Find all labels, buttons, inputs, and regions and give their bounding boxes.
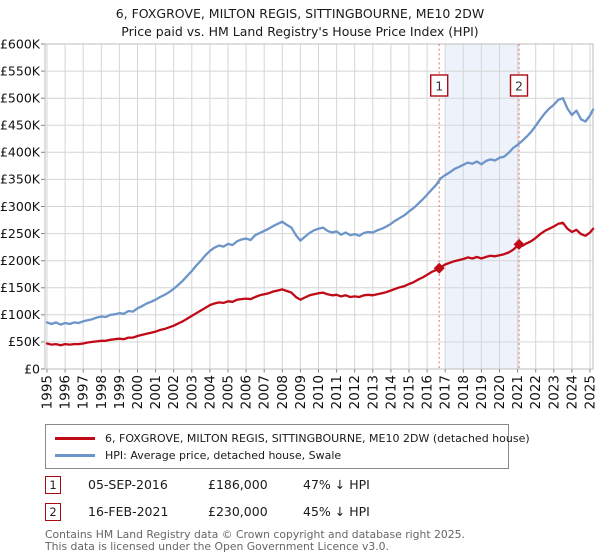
footer-line-1: Contains HM Land Registry data © Crown c… <box>45 528 465 541</box>
page-subtitle: Price paid vs. HM Land Registry's House … <box>121 24 479 39</box>
x-axis-label: 2004 <box>202 375 218 409</box>
hpi-line-label: HPI: Average price, detached house, Swal… <box>105 449 342 462</box>
footer-line-2: This data is licensed under the Open Gov… <box>45 539 389 553</box>
sale-1-flag-number: 1 <box>435 79 443 94</box>
x-axis-label: 2021 <box>510 375 526 409</box>
y-axis-label: £250K <box>0 226 41 241</box>
transaction-row-2: 2 16-FEB-2021 £230,000 45% ↓ HPI <box>45 503 585 524</box>
y-axis-label: £200K <box>0 253 41 268</box>
transaction-1-price: £186,000 <box>208 477 268 492</box>
x-axis-label: 1998 <box>94 375 110 409</box>
x-axis-label: 2015 <box>402 375 418 409</box>
transaction-2-date: 16-FEB-2021 <box>88 504 169 519</box>
transaction-1-number-badge: 1 <box>45 476 61 494</box>
price-paid-line-swatch <box>55 437 95 440</box>
x-axis-label: 2011 <box>329 375 345 409</box>
transaction-2-number-badge: 2 <box>45 503 61 521</box>
sale-2-flag-number: 2 <box>515 79 523 94</box>
y-axis-label: £150K <box>0 280 41 295</box>
x-axis-label: 2003 <box>184 375 200 409</box>
x-axis-label: 2002 <box>166 375 182 409</box>
x-axis-label: 2025 <box>583 375 599 409</box>
x-axis-label: 2022 <box>528 375 544 409</box>
y-axis-label: £500K <box>0 91 41 106</box>
hpi-line-swatch <box>55 454 95 457</box>
transaction-1-hpi-comparison: 47% ↓ HPI <box>303 477 370 492</box>
x-axis-label: 2014 <box>383 375 399 409</box>
x-axis-label: 2018 <box>456 375 472 409</box>
transaction-row-1: 1 05-SEP-2016 £186,000 47% ↓ HPI <box>45 476 585 497</box>
chart-legend: 6, FOXGROVE, MILTON REGIS, SITTINGBOURNE… <box>45 424 530 469</box>
x-axis-label: 2007 <box>257 375 273 409</box>
price-paid-line <box>45 221 595 347</box>
x-axis-label: 2010 <box>311 375 327 409</box>
transaction-1-date: 05-SEP-2016 <box>88 477 168 492</box>
price-paid-line-label: 6, FOXGROVE, MILTON REGIS, SITTINGBOURNE… <box>105 432 530 445</box>
y-axis-label: £350K <box>0 172 41 187</box>
x-axis-label: 2001 <box>148 375 164 409</box>
transaction-2-price: £230,000 <box>208 504 268 519</box>
x-axis-label: 1996 <box>58 375 74 409</box>
legend-item-hpi: HPI: Average price, detached house, Swal… <box>55 447 499 464</box>
sale-1-flag-box <box>430 74 449 97</box>
price-history-chart: 1995 1996 1997 1998 1999 2000 2001 2002 2003 2004… <box>0 36 599 409</box>
y-axis-label: £550K <box>0 63 41 78</box>
y-axis-label: £50K <box>8 334 41 349</box>
x-axis-label: 2017 <box>438 375 454 409</box>
x-axis-label: 2012 <box>347 375 363 409</box>
x-axis-label: 2005 <box>221 375 237 409</box>
x-axis-label: 1999 <box>112 375 128 409</box>
sale-2-flag-box <box>509 74 529 97</box>
y-axis-label: £100K <box>0 307 41 322</box>
x-axis-label: 2023 <box>546 375 562 409</box>
x-axis-label: 2008 <box>275 375 291 409</box>
x-axis-label: 2009 <box>293 375 309 409</box>
plot-border <box>44 43 594 370</box>
y-axis-label: £600K <box>0 36 41 51</box>
x-axis-label: 2019 <box>474 375 490 409</box>
x-axis-label: 2016 <box>420 375 436 409</box>
sale-1-marker <box>433 262 445 274</box>
y-axis-label: £300K <box>0 199 41 214</box>
legend-item-price-paid: 6, FOXGROVE, MILTON REGIS, SITTINGBOURNE… <box>55 430 530 447</box>
hpi-line <box>45 97 595 326</box>
sale-2-marker <box>513 238 525 250</box>
y-axis-label: £0 <box>24 361 40 376</box>
x-axis-label: 1995 <box>40 375 56 409</box>
transaction-2-hpi-comparison: 45% ↓ HPI <box>303 504 370 519</box>
x-axis-label: 2006 <box>239 375 255 409</box>
x-axis-label: 2020 <box>492 375 508 409</box>
x-axis-label: 2000 <box>130 375 146 409</box>
y-axis-label: £450K <box>0 118 41 133</box>
license-footer: Contains HM Land Registry data © Crown c… <box>45 529 465 552</box>
x-axis-label: 2013 <box>365 375 381 409</box>
page-title: 6, FOXGROVE, MILTON REGIS, SITTINGBOURNE… <box>115 6 485 21</box>
y-axis-label: £400K <box>0 145 41 160</box>
x-axis-label: 2024 <box>564 375 580 409</box>
x-axis-label: 1997 <box>76 375 92 409</box>
